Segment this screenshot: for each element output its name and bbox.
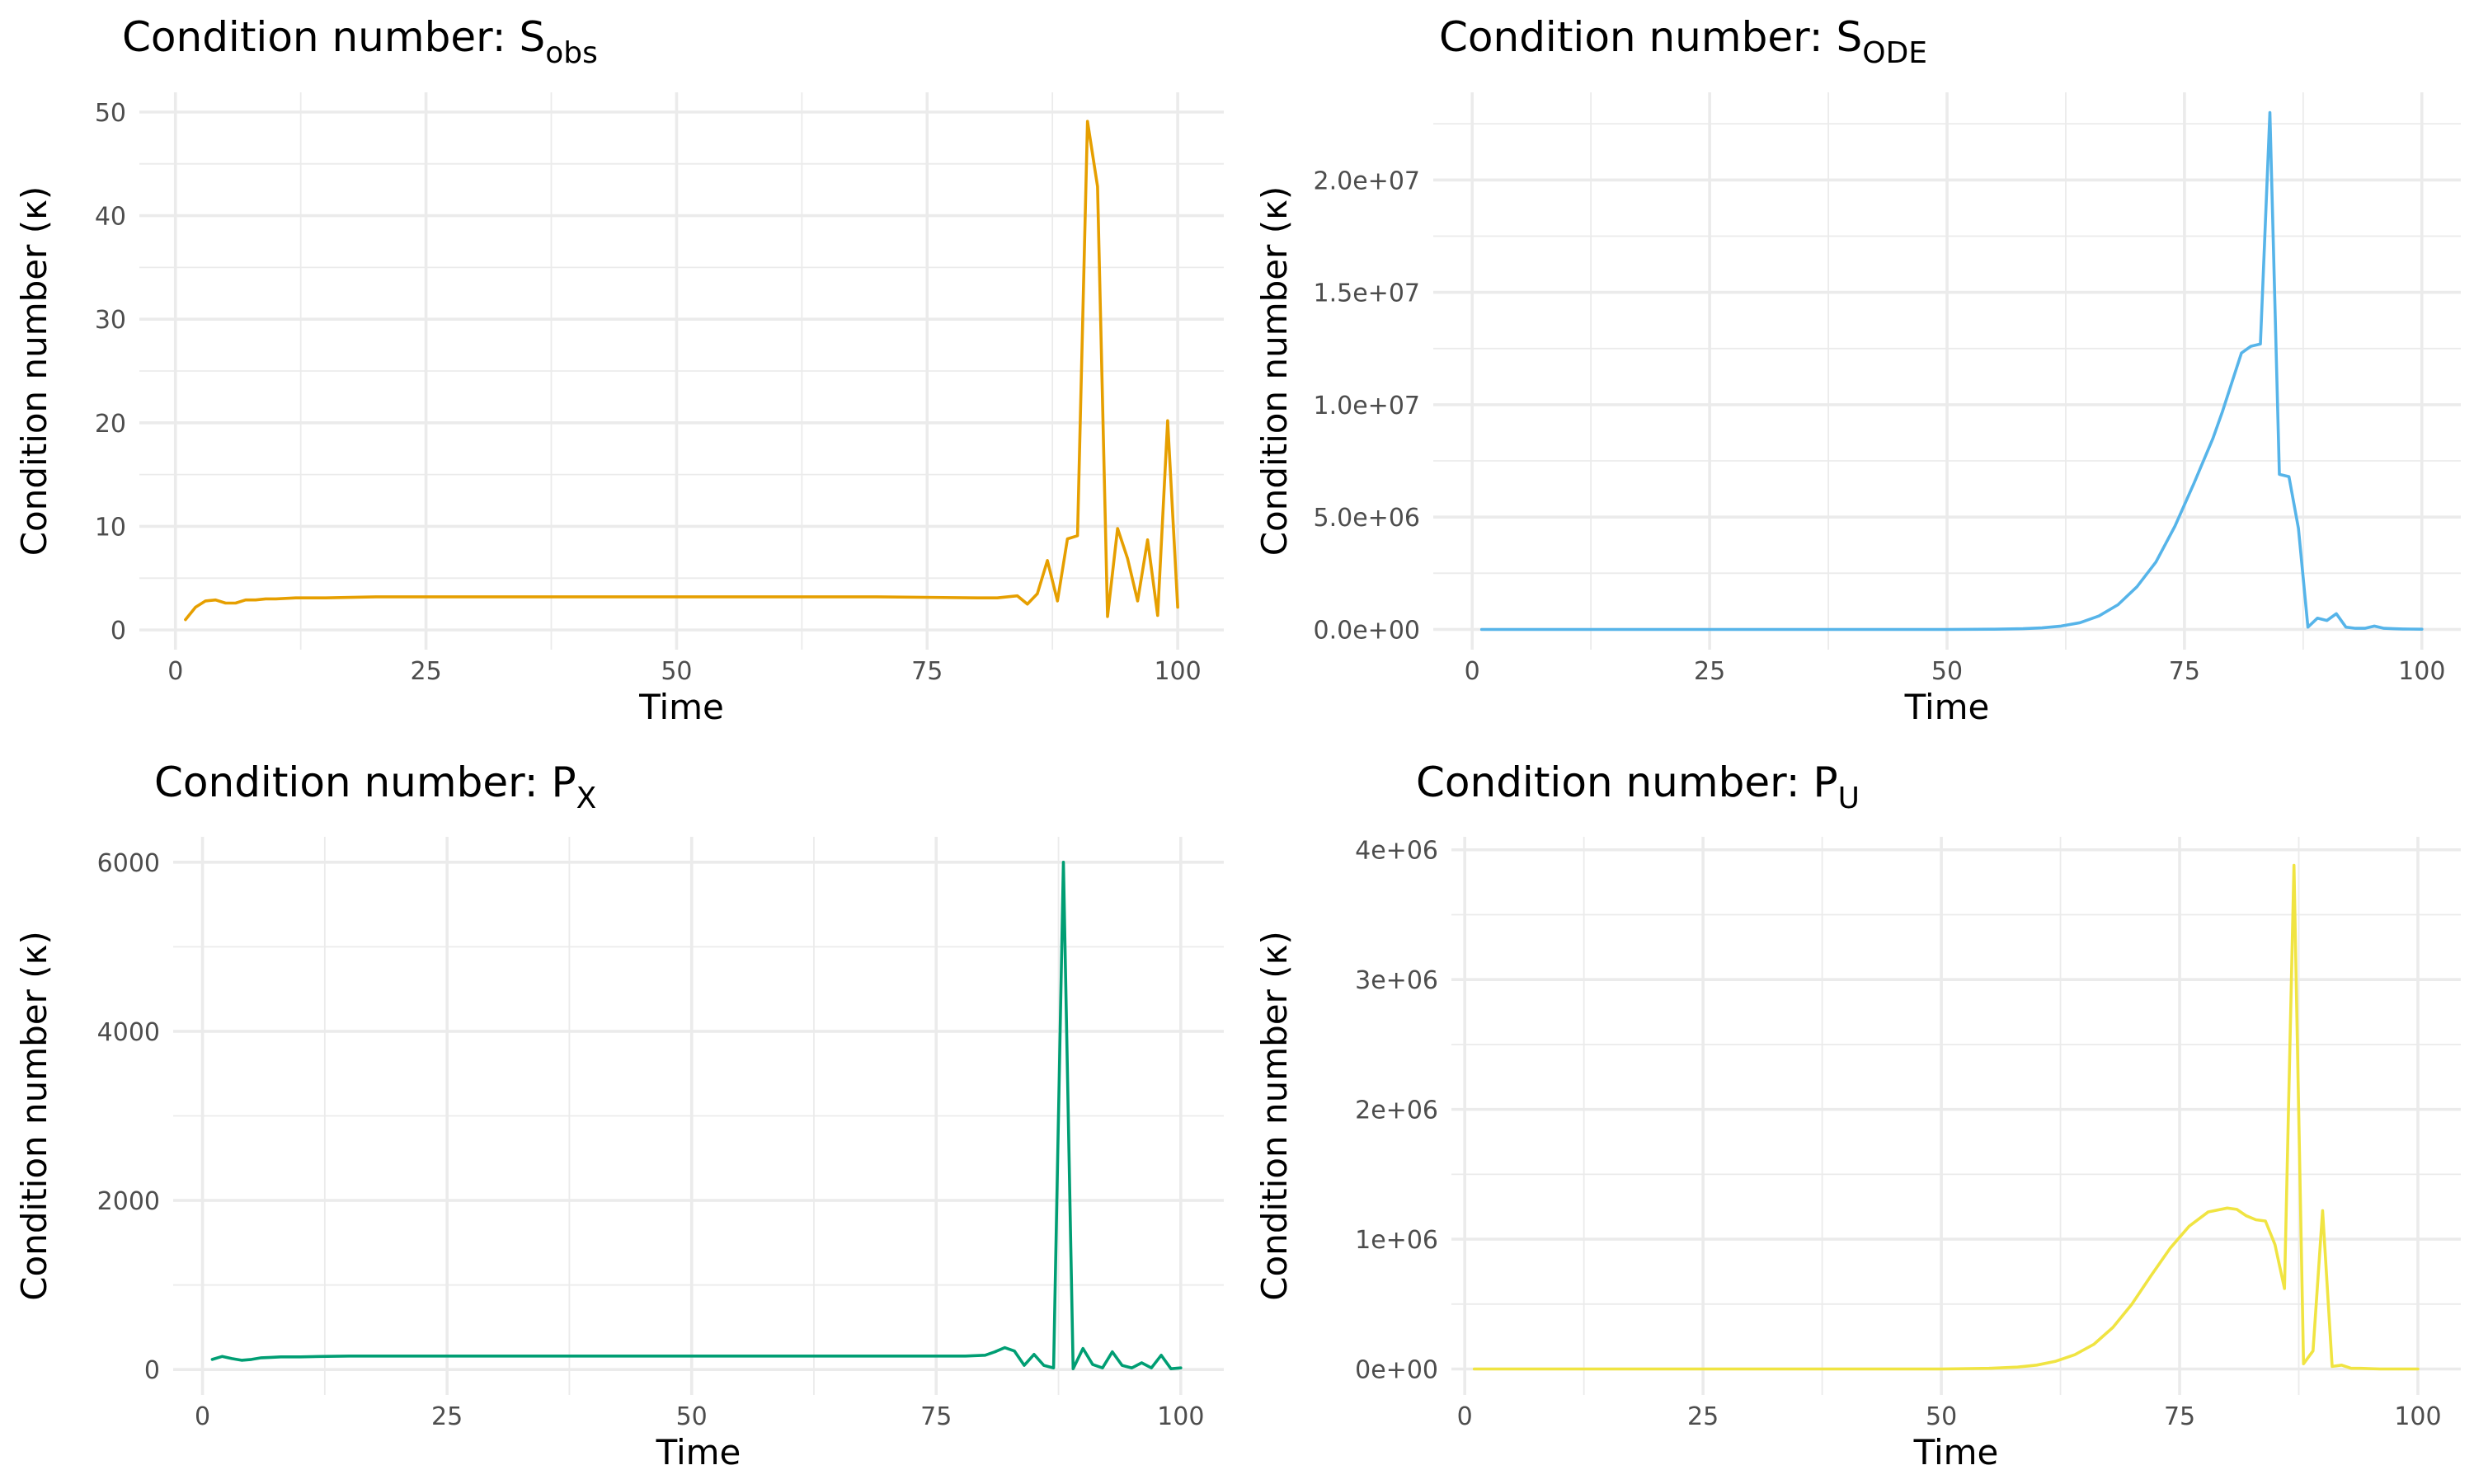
x-tick-label: 50 <box>1926 1402 1957 1431</box>
panel-title-subscript: X <box>576 782 597 815</box>
x-tick-label: 0 <box>167 657 183 686</box>
panel-title: Condition number: Sobs <box>122 13 598 70</box>
x-axis-title: Time <box>1913 1432 1999 1472</box>
x-tick-label: 25 <box>1687 1402 1719 1431</box>
y-tick-label: 1e+06 <box>1355 1226 1438 1255</box>
panel-p-u: 0 25 50 75 100 0e+00 1e+06 2e+06 3e+06 4e+06 Time C… <box>1254 758 2461 1472</box>
x-tick-label: 75 <box>920 1402 952 1431</box>
x-tick-label: 75 <box>2164 1402 2195 1431</box>
s-obs-series-line <box>184 120 1179 622</box>
y-tick-label: 6000 <box>97 849 160 878</box>
panel-title-subscript: U <box>1838 782 1860 815</box>
x-tick-label: 100 <box>2394 1402 2441 1431</box>
x-axis-title: Time <box>638 687 724 727</box>
panel-title: Condition number: SODE <box>1439 13 1927 70</box>
panel-title: Condition number: PU <box>1416 758 1860 815</box>
panel-title-main: Condition number: P <box>154 758 576 806</box>
p-u-series-line <box>1472 863 2420 1371</box>
x-tick-label: 75 <box>911 657 943 686</box>
y-tick-label: 30 <box>95 306 126 335</box>
y-tick-label: 0e+00 <box>1355 1356 1438 1385</box>
x-tick-label: 100 <box>2398 657 2445 686</box>
panel-title-subscript: obs <box>545 36 598 70</box>
x-tick-label: 50 <box>1931 657 1963 686</box>
p-x-grid <box>173 837 1224 1395</box>
x-tick-label: 25 <box>1694 657 1725 686</box>
x-tick-label: 0 <box>1457 1402 1473 1431</box>
x-axis-title: Time <box>1904 687 1990 727</box>
y-tick-label: 0.0e+00 <box>1314 616 1420 645</box>
panel-title: Condition number: PX <box>154 758 596 815</box>
y-tick-label: 2e+06 <box>1355 1097 1438 1125</box>
y-axis-title: Condition number (κ) <box>1254 186 1295 556</box>
y-tick-label: 0 <box>111 617 126 646</box>
x-tick-label: 50 <box>676 1402 708 1431</box>
s-ode-grid <box>1433 92 2461 650</box>
y-axis-title: Condition number (κ) <box>14 931 54 1301</box>
y-axis-title: Condition number (κ) <box>14 186 54 556</box>
panel-title-main: Condition number: S <box>122 13 545 61</box>
s-ode-series-line <box>1479 110 2424 632</box>
y-tick-label: 0 <box>144 1356 160 1385</box>
x-tick-label: 25 <box>410 657 441 686</box>
y-tick-label: 2.0e+07 <box>1314 167 1420 195</box>
y-tick-label: 1.0e+07 <box>1314 392 1420 420</box>
x-tick-label: 100 <box>1157 1402 1204 1431</box>
x-axis-title: Time <box>656 1432 741 1472</box>
x-tick-label: 50 <box>661 657 692 686</box>
y-tick-label: 40 <box>95 203 126 232</box>
y-tick-label: 5.0e+06 <box>1314 504 1420 533</box>
y-tick-label: 1.5e+07 <box>1314 279 1420 308</box>
y-tick-label: 20 <box>95 410 126 439</box>
y-axis-title: Condition number (κ) <box>1254 931 1295 1301</box>
panel-title-subscript: ODE <box>1862 36 1927 70</box>
y-tick-label: 2000 <box>97 1187 160 1216</box>
panel-title-main: Condition number: P <box>1416 758 1838 806</box>
y-tick-label: 4000 <box>97 1018 160 1047</box>
x-tick-label: 0 <box>195 1402 210 1431</box>
panel-title-main: Condition number: S <box>1439 13 1862 61</box>
y-tick-label: 4e+06 <box>1355 837 1438 866</box>
x-tick-label: 100 <box>1154 657 1201 686</box>
s-obs-grid <box>139 92 1224 650</box>
x-tick-label: 0 <box>1465 657 1480 686</box>
panel-p-x: 0 25 50 75 100 0 2000 4000 6000 Time Condition num… <box>14 758 1224 1472</box>
y-tick-label: 3e+06 <box>1355 966 1438 995</box>
x-tick-label: 25 <box>431 1402 463 1431</box>
p-u-grid <box>1451 837 2461 1395</box>
y-tick-label: 50 <box>95 99 126 128</box>
panel-s-ode: 0 25 50 75 100 0.0e+00 5.0e+06 1.0e+07 1.5e+07 2.… <box>1254 13 2461 727</box>
y-tick-label: 10 <box>95 513 126 542</box>
x-tick-label: 75 <box>2169 657 2200 686</box>
p-x-series-line <box>210 861 1183 1370</box>
